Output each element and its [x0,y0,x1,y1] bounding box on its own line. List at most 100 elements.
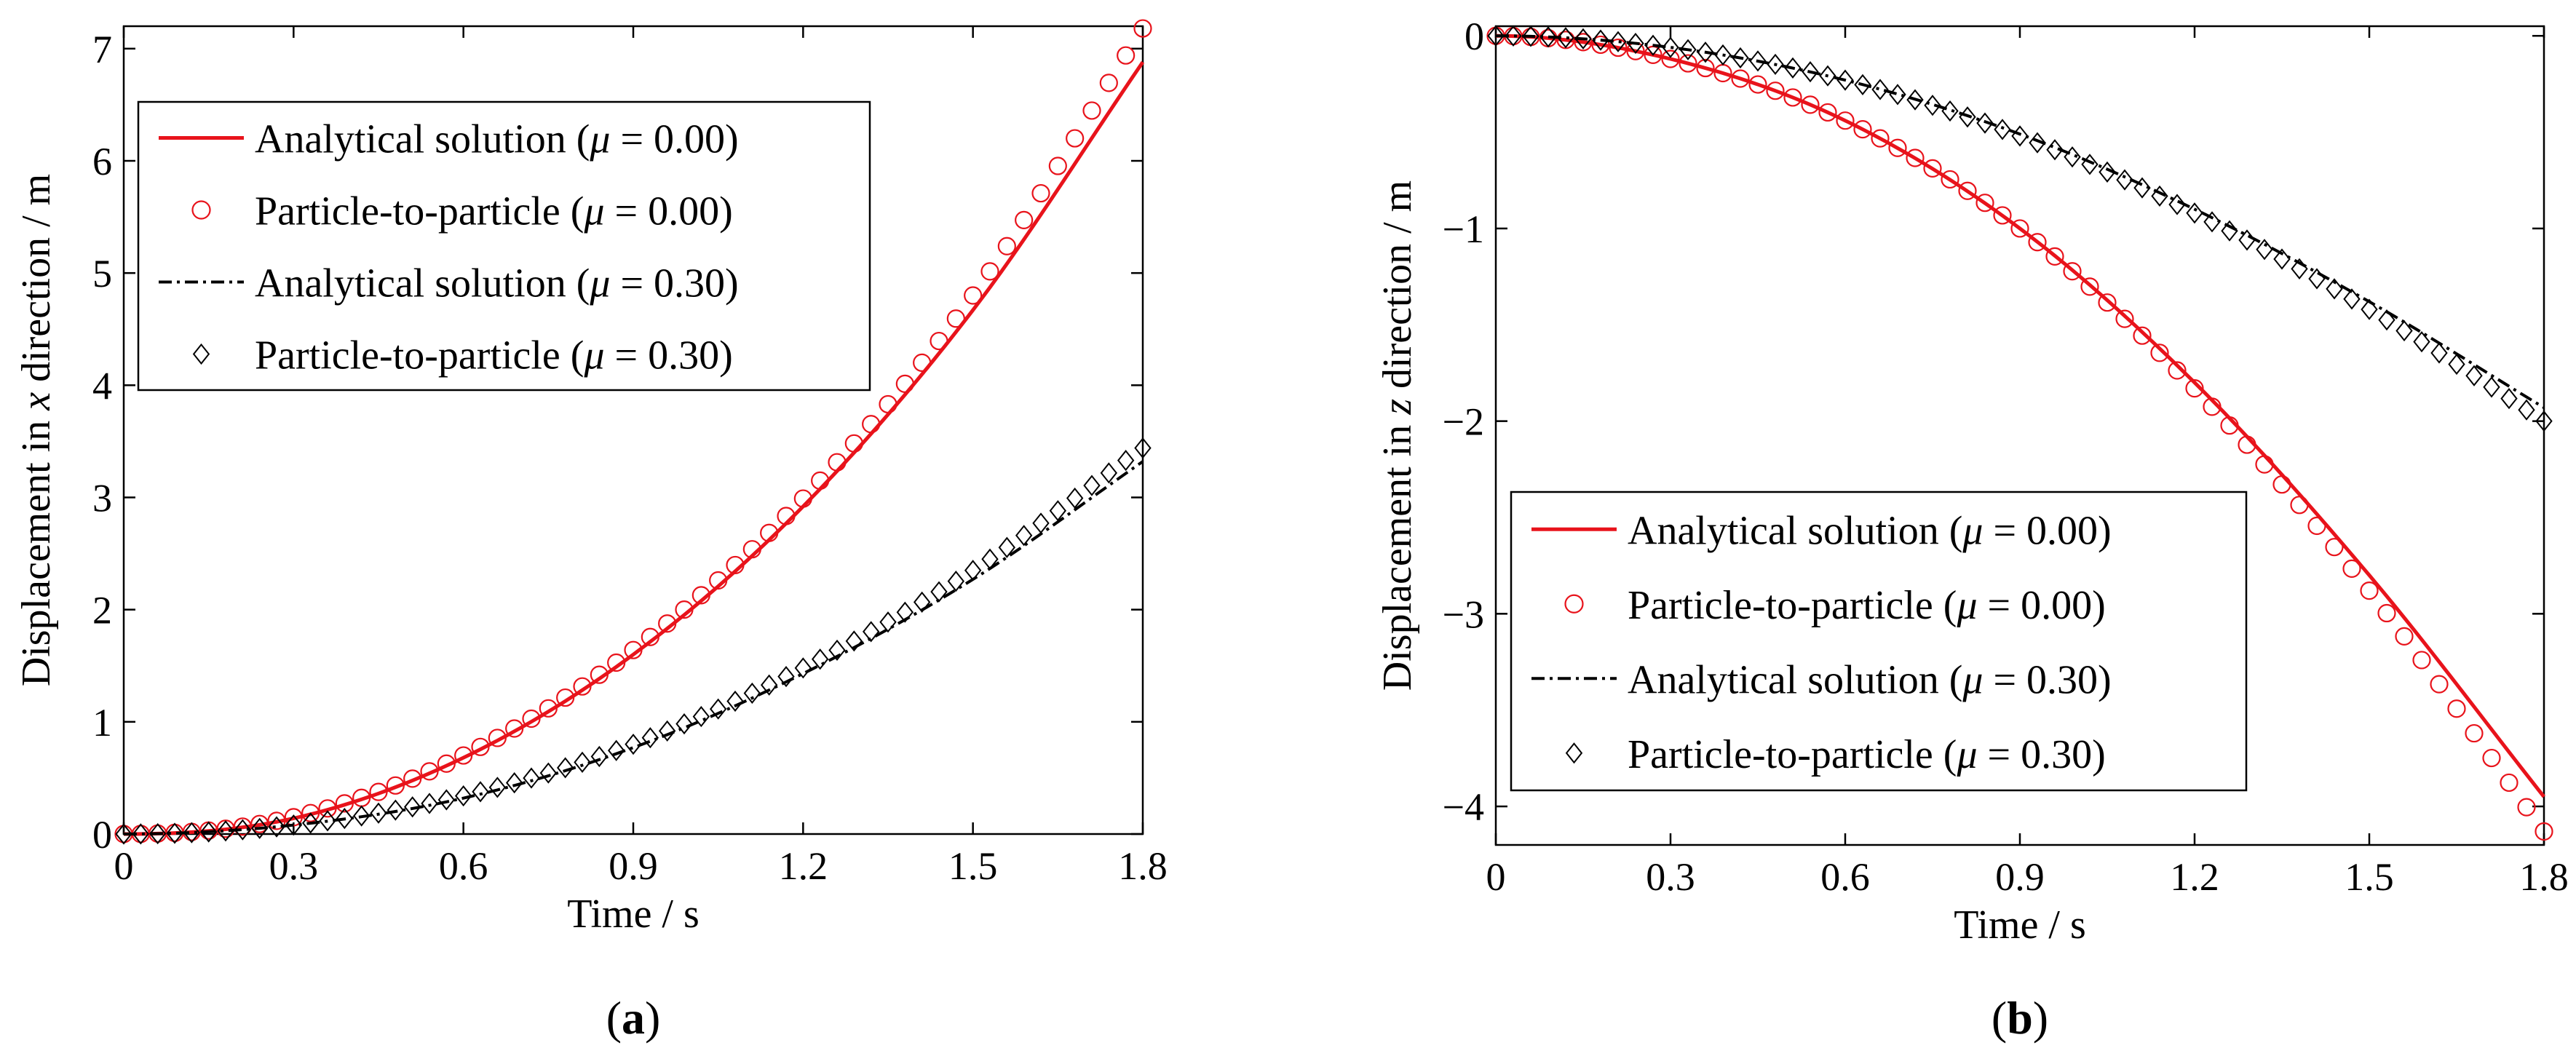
data-point-diamond [2343,288,2361,310]
data-point-circle [793,489,812,508]
data-point-circle [1853,120,1872,139]
data-point-diamond [2361,298,2378,320]
y-tick-label: 5 [92,252,112,295]
y-tick-label: 3 [92,477,112,520]
data-point-diamond [2186,202,2203,224]
data-point-diamond [1871,79,1889,100]
data-point-circle [811,471,830,491]
data-point-circle [1015,210,1034,229]
legend-circle-marker [191,200,211,220]
data-point-diamond [777,666,795,688]
y-tick-label: 7 [92,28,112,71]
data-point-circle [2290,496,2309,515]
legend-diamond-marker [1565,742,1583,764]
data-point-circle [1958,181,1977,200]
data-point-diamond [437,789,456,811]
x-tick-label: 0.3 [269,844,319,888]
data-point-circle [964,286,983,305]
data-point-circle [675,600,694,619]
x-axis-label: Time / s [567,892,700,937]
data-point-circle [913,353,932,373]
data-point-diamond [1522,25,1539,47]
data-point-circle [2412,651,2431,670]
data-point-circle [318,799,337,818]
data-point-circle [522,709,541,728]
data-point-circle [2430,675,2449,694]
x-tick-label: 0 [1486,855,1506,899]
data-point-diamond [896,601,914,623]
legend-box [137,100,871,392]
data-point-diamond [523,767,540,789]
data-point-circle [980,262,999,281]
data-point-circle [862,415,881,434]
data-point-circle [2465,723,2484,743]
data-point-diamond [625,734,642,755]
data-point-circle [471,737,490,756]
data-point-diamond [2395,319,2413,342]
data-point-diamond [828,639,846,662]
data-point-diamond [199,821,218,843]
y-tick-label: −4 [1443,785,1484,829]
data-point-diamond [692,705,710,728]
legend-entry-label: Particle-to-particle (μ = 0.30) [255,333,733,378]
data-point-diamond [2535,410,2553,432]
data-point-diamond [913,591,931,613]
data-point-diamond [1627,32,1644,55]
data-point-diamond [2256,239,2273,261]
data-point-diamond [115,823,132,845]
data-point-diamond [1100,462,1118,484]
x-tick-label: 0.9 [1995,855,2045,899]
data-point-circle [267,811,286,830]
data-point-circle [2482,748,2501,768]
data-point-circle [624,640,643,659]
data-point-diamond [1714,44,1732,66]
data-point-diamond [1732,47,1749,69]
data-point-diamond [998,536,1016,558]
data-point-diamond [132,823,150,845]
data-point-circle [420,762,439,781]
chart-panel-b: 0 0.3 0.6 0.9 1.2 1.5 1.8 0 −1 −2 −3 −4 Time / s Disp… [1375,15,2569,1044]
data-point-circle [2500,773,2518,793]
data-point-circle [301,803,320,822]
panel-label: (b) [1992,992,2048,1044]
data-point-diamond [1539,26,1557,48]
data-point-diamond [1679,39,1697,60]
data-point-diamond [387,799,405,821]
data-point-circle [879,394,897,414]
data-point-circle [607,653,626,672]
y-axis-label: Displacement in z direction / m [1375,180,1420,691]
data-point-diamond [2413,331,2430,353]
data-point-diamond [2238,229,2256,251]
panel-label: (a) [606,992,661,1044]
y-tick-label: 4 [92,364,112,408]
plot-area-pa [114,19,1152,845]
data-point-diamond [488,777,507,798]
data-point-diamond [1994,119,2011,140]
x-axis-label: Time / s [1954,902,2086,948]
data-point-diamond [2133,177,2151,199]
data-point-circle [2307,516,2326,536]
legend-entry-label: Analytical solution (μ = 0.30) [1628,657,2112,702]
data-point-diamond [964,560,982,581]
legend-entry-label: Analytical solution (μ = 0.00) [1628,508,2112,553]
y-axis-label: Displacement in x direction / m [14,174,59,686]
data-point-diamond [981,548,999,570]
data-point-diamond [1959,106,1976,128]
data-point-diamond [574,751,591,774]
data-point-diamond [166,822,183,844]
data-point-diamond [879,611,897,633]
data-point-circle [2517,798,2536,817]
data-point-diamond [947,571,965,592]
data-point-circle [505,719,524,738]
data-point-circle [556,688,575,707]
data-point-circle [2535,822,2553,841]
y-tick-label: 2 [92,589,112,632]
data-point-diamond [1066,487,1084,509]
data-point-diamond [2326,278,2343,300]
data-point-diamond [1574,28,1592,49]
data-point-circle [828,453,847,472]
data-point-diamond [2151,185,2168,207]
legend-entry-label: Analytical solution (μ = 0.00) [255,117,739,162]
data-point-diamond [556,757,574,779]
data-point-diamond [1767,53,1784,76]
